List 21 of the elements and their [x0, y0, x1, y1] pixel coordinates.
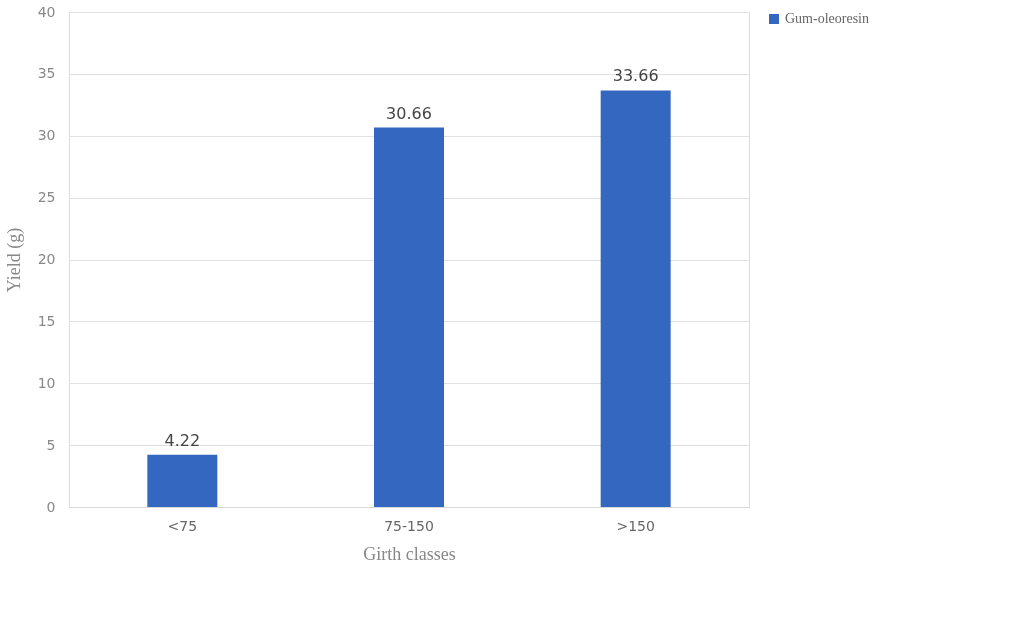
- y-tick-label: 15: [37, 312, 56, 329]
- bar: [374, 127, 444, 507]
- data-label: 33.66: [612, 66, 659, 86]
- bar: [600, 90, 671, 507]
- x-axis-title: Girth classes: [363, 543, 456, 564]
- y-tick-label: 0: [46, 498, 56, 515]
- bar: [147, 454, 218, 507]
- y-axis-title: Yield (g): [3, 227, 25, 293]
- y-tick-label: 20: [37, 251, 56, 267]
- y-tick-label: 30: [37, 127, 56, 144]
- y-tick-label: 5: [46, 436, 56, 453]
- x-tick-label: 75-150: [384, 517, 434, 534]
- y-tick-label: 35: [37, 65, 56, 82]
- y-tick-label: 10: [37, 374, 56, 391]
- legend-label: Gum-oleoresin: [785, 11, 869, 26]
- x-tick-label: <75: [167, 517, 198, 534]
- x-tick-label: >150: [616, 517, 655, 534]
- data-label: 30.66: [386, 103, 432, 123]
- y-tick-label: 25: [37, 189, 56, 206]
- y-tick-label: 40: [37, 3, 56, 20]
- data-label: 4.22: [164, 430, 201, 450]
